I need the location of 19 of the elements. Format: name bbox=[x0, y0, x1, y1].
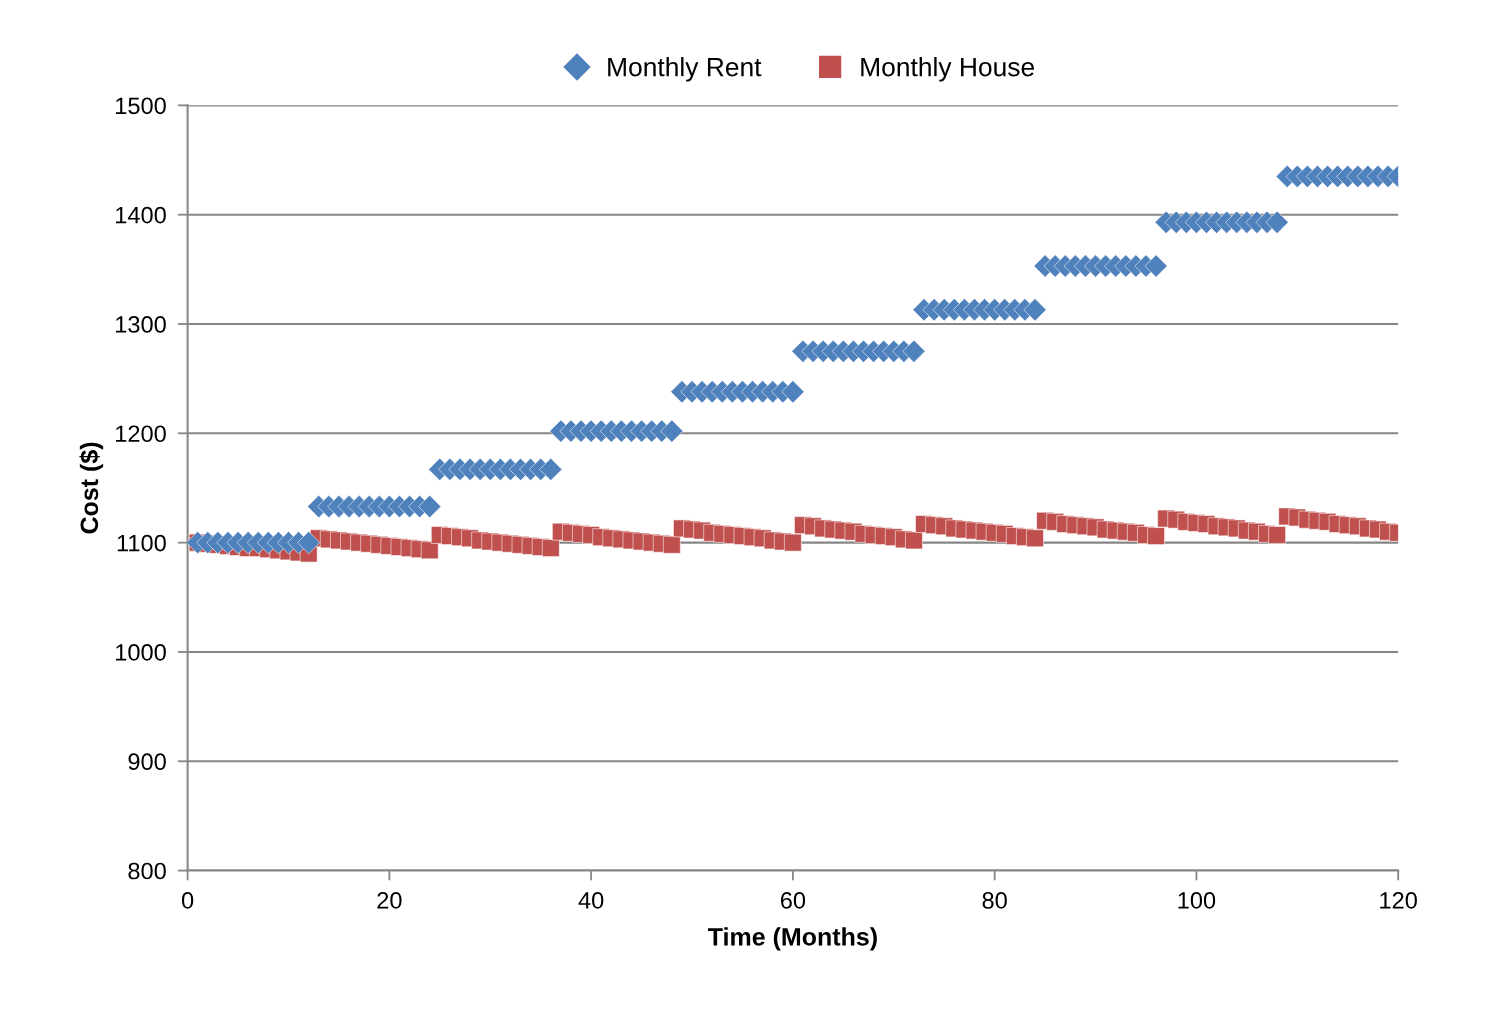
y-tick-label: 1400 bbox=[116, 206, 166, 224]
x-tick-label: 100 bbox=[1178, 892, 1216, 909]
y-tick-label: 900 bbox=[128, 753, 166, 771]
y-tick-label: 800 bbox=[128, 862, 166, 880]
y-tick-label: 1000 bbox=[116, 644, 166, 661]
x-tick-label: 60 bbox=[780, 892, 806, 909]
legend-label: Monthly House bbox=[861, 57, 1034, 82]
y-axis-title: Cost ($) bbox=[79, 442, 104, 534]
x-tick-label: 20 bbox=[377, 892, 402, 909]
y-tick-label: 1500 bbox=[116, 97, 166, 115]
y-tick-label: 1300 bbox=[116, 316, 166, 333]
x-tick-label: 40 bbox=[578, 892, 604, 909]
x-tick-label: 0 bbox=[181, 892, 194, 909]
y-tick-label: 1200 bbox=[116, 425, 166, 443]
legend-label: Monthly Rent bbox=[608, 57, 762, 82]
x-axis-title: Time (Months) bbox=[707, 927, 877, 951]
x-tick-label: 80 bbox=[982, 892, 1007, 909]
x-tick-label: 120 bbox=[1380, 892, 1417, 909]
y-tick-label: 1100 bbox=[117, 534, 166, 552]
